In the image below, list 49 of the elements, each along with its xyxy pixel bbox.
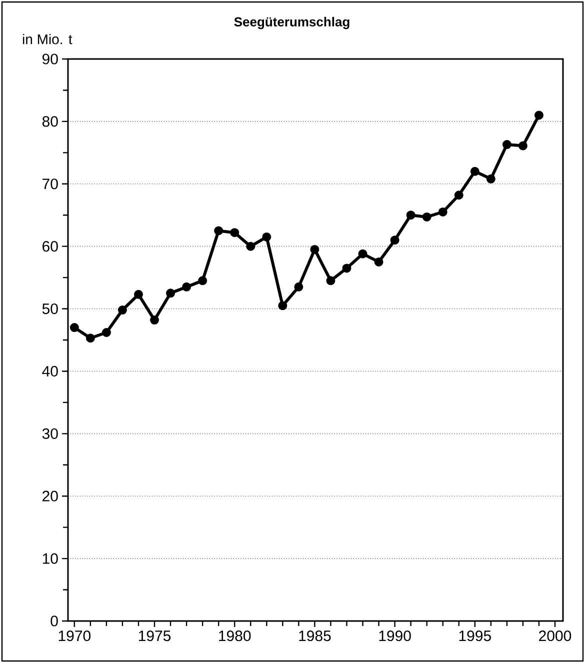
- y-axis-title: in Mio. t: [22, 34, 72, 44]
- point: [102, 328, 111, 338]
- point: [486, 174, 496, 184]
- chart-title: Seegüterumschlag: [234, 16, 350, 30]
- y-tick-label: 40: [42, 366, 58, 377]
- point: [374, 257, 384, 266]
- x-tick-label: 1975: [138, 630, 171, 642]
- point: [326, 276, 336, 286]
- y-tick-label: 30: [42, 428, 58, 439]
- point: [294, 282, 304, 292]
- point: [390, 236, 400, 245]
- x-tick-label: 1985: [299, 630, 331, 642]
- point: [70, 323, 79, 332]
- y-tick-label: 0: [50, 616, 58, 626]
- y-tick-label: 60: [42, 241, 58, 252]
- point: [534, 110, 544, 120]
- point: [310, 244, 320, 254]
- point: [422, 212, 432, 222]
- y-tick-label: 10: [42, 553, 58, 564]
- point: [470, 166, 480, 176]
- x-tick-label: 1970: [58, 630, 90, 642]
- x-tick-label: 1980: [219, 630, 251, 642]
- point: [214, 226, 224, 236]
- point: [198, 276, 208, 286]
- x-tick-label: 1995: [459, 630, 491, 642]
- point: [86, 334, 95, 343]
- y-tick-label: 80: [42, 116, 58, 127]
- y-tick-label: 70: [42, 178, 58, 190]
- point: [278, 301, 288, 310]
- point: [246, 242, 256, 251]
- point: [454, 190, 464, 200]
- point: [262, 232, 272, 242]
- point: [182, 282, 192, 292]
- point: [118, 306, 127, 315]
- point: [518, 141, 528, 150]
- point: [150, 316, 160, 325]
- point: [134, 290, 143, 299]
- point: [166, 288, 176, 298]
- point: [342, 264, 352, 273]
- point: [406, 210, 416, 220]
- y-tick-label: 50: [42, 303, 58, 314]
- point: [358, 249, 368, 258]
- point: [502, 140, 512, 150]
- point: [230, 228, 240, 238]
- point: [438, 207, 448, 216]
- x-tick-label: 2000: [539, 630, 572, 642]
- y-tick-label: 20: [42, 490, 58, 502]
- x-tick-label: 1990: [379, 630, 411, 642]
- y-tick-label: 90: [42, 54, 58, 64]
